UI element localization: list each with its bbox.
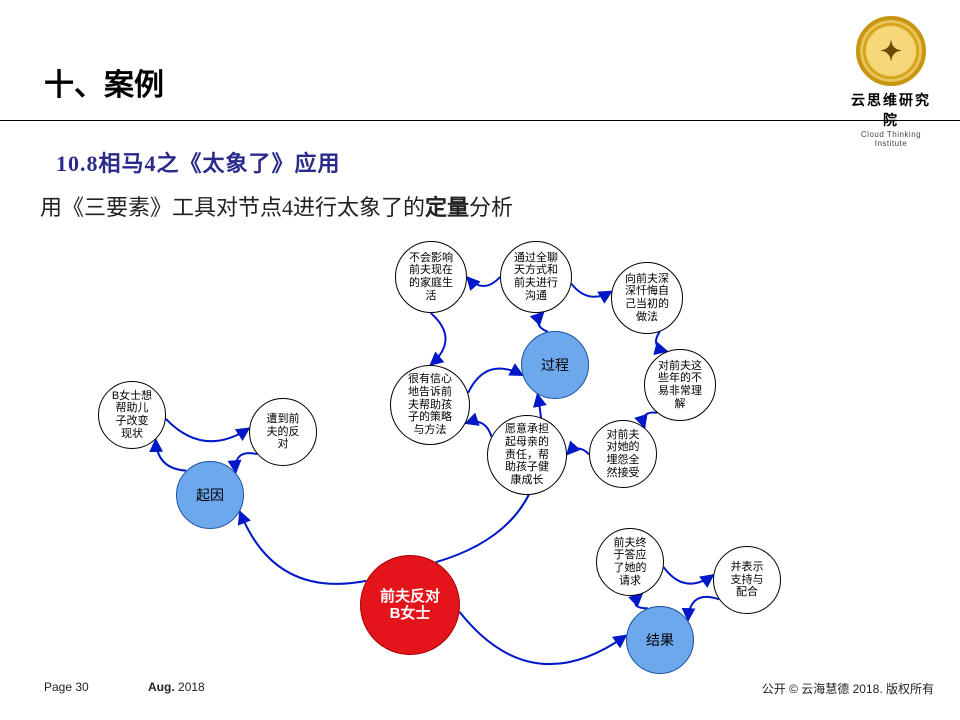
edge — [468, 368, 523, 392]
description: 用《三要素》工具对节点4进行太象了的定量分析 — [40, 190, 513, 222]
node-process: 过程 — [521, 331, 589, 399]
node-p2: 通过全聊 天方式和 前夫进行 沟通 — [500, 241, 572, 313]
node-p5: 对前夫 对她的 埋怨全 然接受 — [589, 420, 657, 488]
edge — [664, 567, 714, 583]
logo-text-en: Cloud Thinking Institute — [846, 130, 936, 148]
title-rule — [0, 120, 960, 121]
edge — [466, 422, 492, 437]
edge — [688, 597, 719, 621]
page-number: Page 30 — [44, 680, 89, 694]
node-p3: 向前夫深 深忏悔自 己当初的 做法 — [611, 262, 683, 334]
node-p6: 愿意承担 起母亲的 责任，帮 助孩子健 康成长 — [487, 415, 567, 495]
edge — [156, 439, 187, 470]
edge — [643, 413, 657, 428]
edge — [567, 448, 589, 454]
logo: ✦ 云思维研究院 Cloud Thinking Institute — [846, 16, 936, 148]
edge — [467, 277, 500, 286]
node-cause: 起因 — [176, 461, 244, 529]
subtitle: 10.8相马4之《太象了》应用 — [56, 146, 341, 178]
node-center: 前夫反对 B女士 — [360, 555, 460, 655]
edge — [240, 511, 366, 584]
node-p4: 对前夫这 些年的不 易非常理 解 — [644, 349, 716, 421]
footer-date: Aug. 2018 — [148, 680, 205, 694]
edge — [656, 332, 667, 352]
description-suffix: 分析 — [469, 195, 513, 220]
node-p1: 不会影响 前夫现在 的家庭生 活 — [395, 241, 467, 313]
edge — [436, 394, 542, 562]
edge — [166, 419, 249, 441]
description-bold: 定量 — [425, 195, 469, 220]
diagram-edges — [0, 0, 960, 720]
edge — [635, 594, 647, 609]
node-p7: 很有信心 地告诉前 夫帮助孩 子的策略 与方法 — [390, 365, 470, 445]
edge — [538, 312, 548, 332]
edge — [571, 284, 611, 297]
page-title: 十、案例 — [44, 60, 164, 104]
node-c2: 遭到前 夫的反 对 — [249, 398, 317, 466]
edge — [460, 612, 627, 664]
footer-copyright: 公开 © 云海慧德 2018. 版权所有 — [762, 680, 934, 697]
logo-text-cn: 云思维研究院 — [846, 90, 936, 130]
diagram: 起因 过程结果 前夫反对 B女士 B女士想 帮助儿 子改变 现状 遭到前 夫的反 对 不会… — [0, 0, 960, 720]
logo-medal-icon: ✦ — [856, 16, 926, 86]
description-prefix: 用《三要素》工具对节点4进行太象了的 — [40, 195, 425, 220]
edge — [236, 453, 258, 473]
edge — [430, 313, 445, 365]
node-result: 结果 — [626, 606, 694, 674]
node-r1: 前夫终 于答应 了她的 请求 — [596, 528, 664, 596]
node-r2: 并表示 支持与 配合 — [713, 546, 781, 614]
footer: Page 30 Aug. 2018 公开 © 云海慧德 2018. 版权所有 — [0, 680, 960, 704]
node-c1: B女士想 帮助儿 子改变 现状 — [98, 381, 166, 449]
